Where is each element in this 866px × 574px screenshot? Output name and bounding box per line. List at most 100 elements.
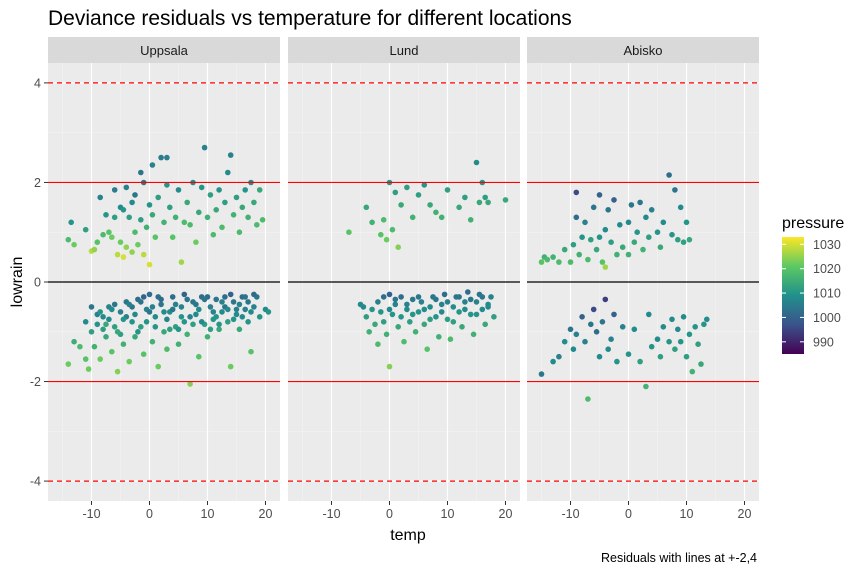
data-point <box>239 204 246 211</box>
data-point <box>138 169 144 176</box>
data-point <box>132 334 138 340</box>
data-point <box>207 192 214 198</box>
data-point <box>245 214 251 221</box>
legend-tick-label: 1020 <box>813 262 841 276</box>
data-point <box>579 314 585 320</box>
data-point <box>482 321 489 328</box>
data-point <box>146 202 153 208</box>
data-point <box>230 212 237 218</box>
data-point <box>140 251 147 258</box>
facet-strip-label: Abisko <box>623 43 662 58</box>
data-point <box>149 338 156 345</box>
data-point <box>412 329 419 335</box>
data-point <box>227 363 234 370</box>
data-point <box>149 304 156 310</box>
data-point <box>82 356 89 362</box>
chart-caption: Residuals with lines at +-2,4 <box>601 551 757 565</box>
data-point <box>605 207 611 213</box>
data-point <box>227 152 234 158</box>
facet-panels: Uppsala Lund Abisko <box>48 37 759 501</box>
data-point <box>556 259 562 265</box>
data-point <box>164 182 170 188</box>
data-point <box>409 214 416 221</box>
data-point <box>242 187 248 193</box>
data-point <box>123 184 130 191</box>
data-point <box>138 324 144 330</box>
data-point <box>672 346 678 353</box>
x-tick-label: 10 <box>680 507 694 521</box>
data-point <box>65 361 72 367</box>
y-tick-label: 0 <box>34 276 41 290</box>
data-point <box>187 222 193 228</box>
data-point <box>573 189 580 196</box>
data-point <box>441 291 448 298</box>
data-point <box>146 261 153 268</box>
data-point <box>138 299 144 305</box>
data-point <box>704 316 710 323</box>
data-point <box>660 324 667 330</box>
data-point <box>701 321 707 328</box>
data-point <box>438 214 445 221</box>
data-point <box>389 226 396 233</box>
y-axis-title: lowrain <box>9 257 26 308</box>
data-point <box>421 321 428 328</box>
x-tick-label: 0 <box>386 507 393 521</box>
data-point <box>470 331 477 338</box>
data-point <box>427 304 433 310</box>
data-point <box>114 329 121 335</box>
data-point <box>380 217 387 223</box>
y-tick-label: -4 <box>30 475 41 489</box>
data-point <box>398 202 404 208</box>
data-point <box>646 234 652 240</box>
data-point <box>71 241 77 248</box>
data-point <box>103 334 109 340</box>
data-point <box>646 311 652 318</box>
data-point <box>686 331 693 338</box>
data-point <box>383 236 390 243</box>
data-point <box>207 304 214 310</box>
data-point <box>106 229 112 235</box>
x-tick-label: 10 <box>201 507 215 521</box>
data-point <box>169 306 176 313</box>
data-point <box>158 154 164 161</box>
data-point <box>462 306 468 313</box>
data-point <box>692 324 698 330</box>
data-point <box>227 291 234 298</box>
data-point <box>187 314 193 320</box>
data-point <box>190 321 196 328</box>
x-axis-title: temp <box>390 527 426 544</box>
data-point <box>178 314 185 320</box>
data-point <box>363 204 370 211</box>
data-point <box>588 236 594 243</box>
data-point <box>126 214 132 221</box>
x-tick-label: 10 <box>441 507 455 521</box>
data-point <box>132 192 138 198</box>
data-point <box>65 236 72 243</box>
data-point <box>476 199 483 206</box>
data-point <box>94 239 101 245</box>
data-point <box>372 321 378 328</box>
data-point <box>602 264 609 270</box>
data-point <box>138 217 144 223</box>
data-point <box>444 187 451 193</box>
data-point <box>473 159 480 166</box>
data-point <box>120 341 127 348</box>
data-point <box>126 358 132 365</box>
data-point <box>590 204 597 211</box>
data-point <box>605 346 611 353</box>
data-point <box>178 304 185 310</box>
data-point <box>660 219 667 226</box>
data-point <box>657 353 664 360</box>
data-point <box>675 326 681 333</box>
data-point <box>473 299 480 305</box>
data-point <box>132 311 138 318</box>
data-point <box>456 309 462 315</box>
legend-tick-label: 990 <box>813 335 834 349</box>
data-point <box>596 353 603 360</box>
data-point <box>488 294 494 300</box>
data-point <box>155 363 161 370</box>
data-point <box>392 296 399 303</box>
data-point <box>599 319 606 325</box>
data-point <box>444 299 451 305</box>
data-point <box>395 324 402 330</box>
